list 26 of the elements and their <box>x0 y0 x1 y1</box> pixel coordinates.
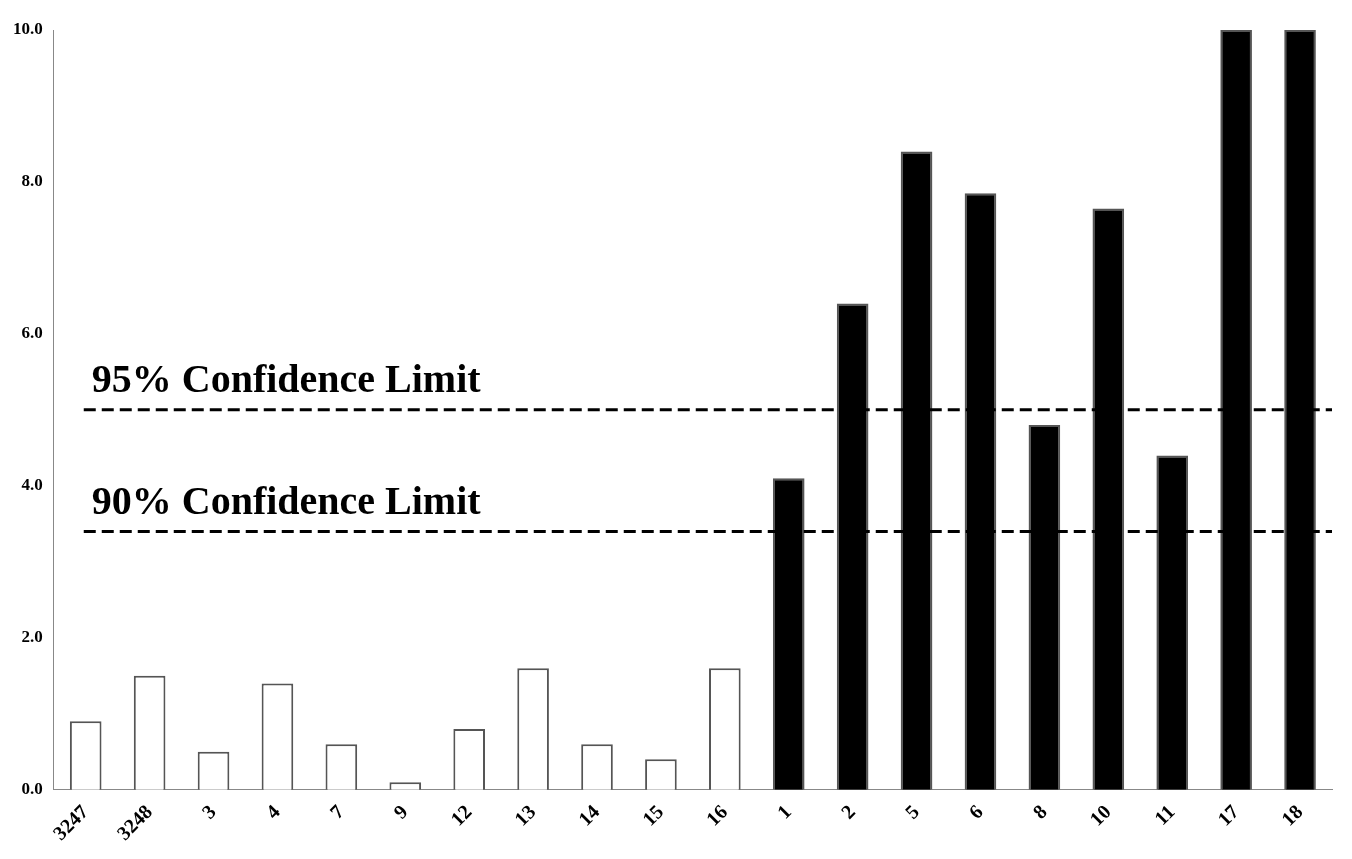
y-tick-label: 6.0 <box>21 323 43 343</box>
y-tick-label: 4.0 <box>21 475 43 495</box>
x-tick-label: 17 <box>1212 800 1243 830</box>
x-tick-label: 18 <box>1276 800 1307 830</box>
x-tick-label: 14 <box>573 800 604 830</box>
y-tick-label: 10.0 <box>13 19 43 39</box>
x-tick-label: 15 <box>637 800 668 830</box>
x-tick-label: 7 <box>325 800 348 823</box>
x-tick-label: 1 <box>772 800 796 823</box>
x-tick-label: 13 <box>509 800 540 830</box>
x-tick-label: 11 <box>1149 800 1179 830</box>
y-tick-label: 0.0 <box>21 779 43 799</box>
x-tick-label: 4 <box>261 800 284 823</box>
ref-line-label: 90% Confidence Limit <box>91 477 482 523</box>
x-tick-label: 9 <box>389 800 412 823</box>
x-tick-label: 2 <box>836 800 860 823</box>
y-tick-label: 2.0 <box>21 627 43 647</box>
x-tick-label: 10 <box>1085 800 1115 830</box>
x-tick-label: 3 <box>197 800 221 823</box>
x-tick-label: 6 <box>964 800 987 823</box>
ref-line-label: 95% Confidence Limit <box>91 356 482 402</box>
x-tick-label: 8 <box>1028 800 1051 823</box>
x-tick-label: 5 <box>900 800 924 823</box>
x-tick-label: 16 <box>701 800 732 830</box>
x-tick-label: 12 <box>445 800 476 830</box>
y-tick-label: 8.0 <box>21 171 43 191</box>
